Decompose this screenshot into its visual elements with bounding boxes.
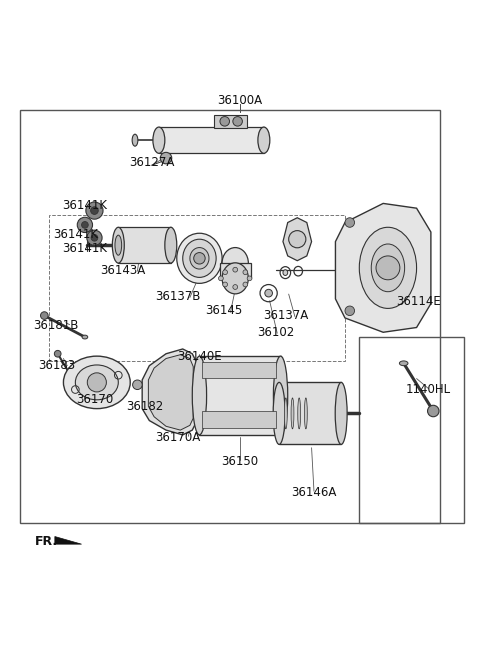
Circle shape	[223, 270, 228, 274]
Circle shape	[243, 282, 248, 287]
Circle shape	[376, 256, 400, 280]
Text: 36143A: 36143A	[100, 264, 146, 276]
Polygon shape	[55, 536, 82, 544]
Ellipse shape	[258, 127, 270, 153]
Circle shape	[91, 207, 98, 214]
Text: 36137A: 36137A	[263, 309, 308, 322]
Ellipse shape	[371, 244, 405, 291]
Bar	[279, 383, 341, 445]
Ellipse shape	[192, 356, 206, 435]
Bar	[202, 362, 276, 378]
Circle shape	[82, 221, 88, 228]
Text: 36183: 36183	[38, 359, 75, 372]
Text: 36181B: 36181B	[34, 318, 79, 331]
Circle shape	[345, 217, 355, 227]
Text: 36146A: 36146A	[291, 485, 336, 498]
Text: 36137B: 36137B	[155, 290, 201, 303]
Circle shape	[288, 231, 306, 248]
Circle shape	[218, 276, 223, 281]
Ellipse shape	[165, 227, 177, 263]
Bar	[199, 356, 281, 435]
Text: 36141K: 36141K	[62, 242, 108, 255]
Circle shape	[233, 117, 242, 126]
Ellipse shape	[273, 383, 285, 445]
Ellipse shape	[115, 235, 121, 255]
Text: 36114E: 36114E	[396, 295, 441, 308]
Text: 36145: 36145	[204, 305, 242, 317]
Ellipse shape	[222, 263, 248, 294]
Circle shape	[40, 312, 48, 320]
Circle shape	[247, 276, 252, 281]
Circle shape	[345, 306, 355, 316]
Ellipse shape	[274, 356, 288, 435]
Ellipse shape	[304, 398, 307, 429]
Circle shape	[243, 270, 248, 274]
Text: 36127A: 36127A	[129, 157, 174, 170]
Text: 36170A: 36170A	[156, 431, 201, 443]
Text: 36182: 36182	[126, 400, 163, 413]
Ellipse shape	[335, 383, 347, 445]
Ellipse shape	[222, 248, 248, 278]
Ellipse shape	[132, 134, 138, 146]
Text: FR.: FR.	[35, 534, 58, 548]
Ellipse shape	[399, 361, 408, 365]
Ellipse shape	[82, 335, 88, 339]
Bar	[21, 110, 441, 523]
Ellipse shape	[183, 239, 216, 277]
Circle shape	[428, 405, 439, 417]
Ellipse shape	[63, 356, 130, 409]
Circle shape	[87, 230, 102, 246]
Circle shape	[265, 290, 273, 297]
Bar	[118, 227, 171, 263]
Bar	[214, 115, 247, 128]
Bar	[159, 127, 264, 153]
Circle shape	[77, 217, 93, 233]
Ellipse shape	[291, 398, 294, 429]
Ellipse shape	[283, 270, 288, 276]
Text: 36141K: 36141K	[62, 199, 108, 212]
Text: 36150: 36150	[221, 455, 259, 468]
Circle shape	[233, 285, 238, 290]
Circle shape	[223, 282, 228, 287]
Polygon shape	[283, 217, 312, 261]
Circle shape	[233, 267, 238, 272]
Text: 36141K: 36141K	[53, 228, 98, 241]
Circle shape	[160, 153, 172, 164]
Circle shape	[220, 117, 229, 126]
Bar	[360, 337, 464, 523]
Ellipse shape	[284, 398, 287, 429]
Text: 36140E: 36140E	[177, 350, 222, 363]
Text: 36102: 36102	[257, 326, 294, 339]
Bar	[202, 411, 276, 428]
Ellipse shape	[360, 227, 417, 309]
Ellipse shape	[298, 398, 300, 429]
Polygon shape	[142, 349, 197, 435]
Circle shape	[194, 253, 205, 264]
Ellipse shape	[112, 227, 124, 263]
Ellipse shape	[190, 248, 209, 269]
Bar	[49, 215, 345, 361]
Circle shape	[132, 380, 142, 390]
Ellipse shape	[75, 365, 118, 400]
Polygon shape	[336, 204, 431, 332]
Bar	[220, 263, 251, 278]
Circle shape	[91, 234, 98, 241]
Polygon shape	[148, 355, 193, 430]
Ellipse shape	[153, 127, 165, 153]
Circle shape	[86, 202, 103, 219]
Text: 36170: 36170	[76, 392, 113, 405]
Text: 36100A: 36100A	[217, 94, 263, 107]
Ellipse shape	[177, 233, 222, 284]
Circle shape	[87, 373, 107, 392]
Text: 1140HL: 1140HL	[406, 383, 451, 396]
Circle shape	[54, 350, 61, 357]
